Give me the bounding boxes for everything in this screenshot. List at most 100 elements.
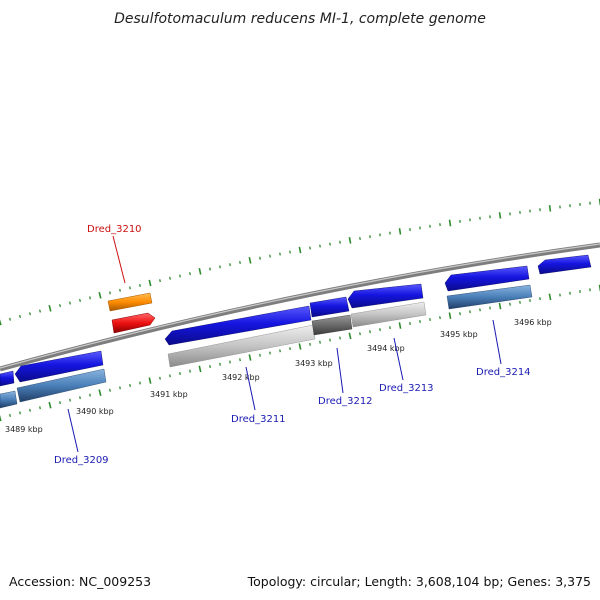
gene-dred-3209[interactable] (16, 368, 107, 403)
major-tick (148, 377, 152, 384)
minor-tick (109, 388, 111, 392)
major-tick (398, 322, 402, 329)
minor-tick (439, 316, 441, 320)
major-tick (348, 332, 352, 340)
gene-label-dred-3211[interactable]: Dred_3211 (231, 414, 286, 425)
major-tick (498, 212, 502, 219)
minor-tick (179, 274, 181, 278)
minor-tick (19, 411, 21, 415)
minor-tick (119, 386, 121, 390)
minor-tick (169, 276, 171, 280)
minor-tick (239, 260, 241, 264)
kbp-label: 3493 kbp (295, 359, 333, 368)
gene-labels: Dred_3210 Dred_3209 Dred_3211 Dred_3212 … (54, 224, 531, 466)
kbp-label: 3492 kbp (222, 373, 260, 382)
minor-tick (89, 393, 91, 397)
gene-dred-3213[interactable] (350, 301, 427, 328)
gene-label-dred-3210[interactable]: Dred_3210 (87, 224, 142, 235)
minor-tick (459, 312, 461, 316)
minor-tick (109, 291, 111, 295)
minor-tick (219, 362, 221, 366)
minor-tick (269, 254, 271, 258)
gene-blue-3213-upper[interactable] (347, 283, 424, 309)
minor-tick (479, 308, 481, 312)
minor-tick (189, 272, 191, 276)
major-tick (48, 305, 52, 312)
gene-label-dred-3214[interactable]: Dred_3214 (476, 367, 531, 378)
minor-tick (309, 246, 311, 250)
minor-tick (68, 301, 72, 305)
minor-tick (319, 244, 321, 248)
minor-tick (329, 242, 331, 246)
gene-blue-3209-upper[interactable] (14, 350, 104, 383)
outer-tick-ring (0, 198, 600, 326)
minor-tick (169, 374, 171, 378)
minor-tick (279, 252, 281, 256)
minor-tick (509, 302, 511, 306)
gene-blue-3212-upper[interactable] (309, 296, 350, 318)
map-title: Desulfotomaculum reducens MI-1, complete… (114, 11, 486, 27)
minor-tick (429, 318, 431, 322)
minor-tick (18, 314, 22, 318)
kbp-label: 3495 kbp (440, 330, 478, 339)
minor-tick (58, 304, 62, 308)
gene-blue-right[interactable] (537, 254, 592, 275)
minor-tick (339, 240, 341, 244)
genome-backbone (0, 242, 600, 372)
major-tick (448, 219, 452, 227)
minor-tick (8, 413, 12, 417)
gene-dred-3212[interactable] (311, 314, 353, 336)
minor-tick (519, 300, 521, 304)
major-tick (498, 302, 502, 310)
minor-tick (529, 298, 531, 303)
major-tick (48, 401, 52, 409)
minor-tick (389, 326, 391, 330)
minor-tick (379, 328, 381, 332)
major-tick (348, 237, 352, 244)
major-tick (298, 246, 302, 254)
minor-tick (409, 322, 411, 326)
major-tick (98, 292, 102, 299)
gene-dred-3211[interactable] (167, 324, 316, 368)
minor-tick (369, 330, 371, 334)
minor-tick (79, 396, 81, 400)
major-tick (148, 279, 152, 287)
minor-tick (59, 401, 61, 405)
minor-tick (119, 288, 121, 292)
major-tick (248, 354, 252, 361)
major-tick (398, 228, 402, 235)
kbp-label: 3490 kbp (76, 407, 114, 416)
gene-dred-3214[interactable] (446, 284, 533, 310)
minor-tick (139, 283, 141, 287)
kbp-label: 3496 kbp (514, 318, 552, 327)
minor-tick (209, 365, 211, 369)
kbp-scale-labels: 3489 kbp 3490 kbp 3491 kbp 3492 kbp 3493… (5, 318, 552, 434)
gene-blue-3211-upper[interactable] (164, 305, 312, 346)
gene-label-dred-3209[interactable]: Dred_3209 (54, 455, 109, 466)
minor-tick (39, 406, 41, 410)
gene-dred-3210[interactable] (111, 312, 156, 334)
genome-stats-text: Topology: circular; Length: 3,608,104 bp… (247, 574, 591, 589)
minor-tick (229, 263, 231, 267)
gene-features (0, 254, 592, 409)
gene-label-dred-3213[interactable]: Dred_3213 (379, 383, 434, 394)
minor-tick (8, 317, 12, 321)
major-tick (0, 319, 2, 326)
minor-tick (129, 286, 131, 290)
gene-steel-left-fragment[interactable] (0, 390, 18, 409)
minor-tick (189, 369, 191, 373)
minor-tick (359, 236, 361, 241)
minor-tick (279, 349, 281, 353)
major-tick (198, 268, 202, 275)
minor-tick (159, 279, 161, 283)
gene-blue-3214-upper[interactable] (444, 265, 530, 292)
gene-blue-left-fragment[interactable] (0, 370, 15, 387)
kbp-label: 3491 kbp (150, 390, 188, 399)
minor-tick (28, 312, 32, 316)
gene-label-dred-3212[interactable]: Dred_3212 (318, 396, 373, 407)
minor-tick (209, 267, 211, 271)
gene-orange[interactable] (107, 292, 153, 312)
major-tick (98, 389, 102, 396)
minor-tick (319, 340, 321, 344)
minor-tick (489, 306, 491, 310)
